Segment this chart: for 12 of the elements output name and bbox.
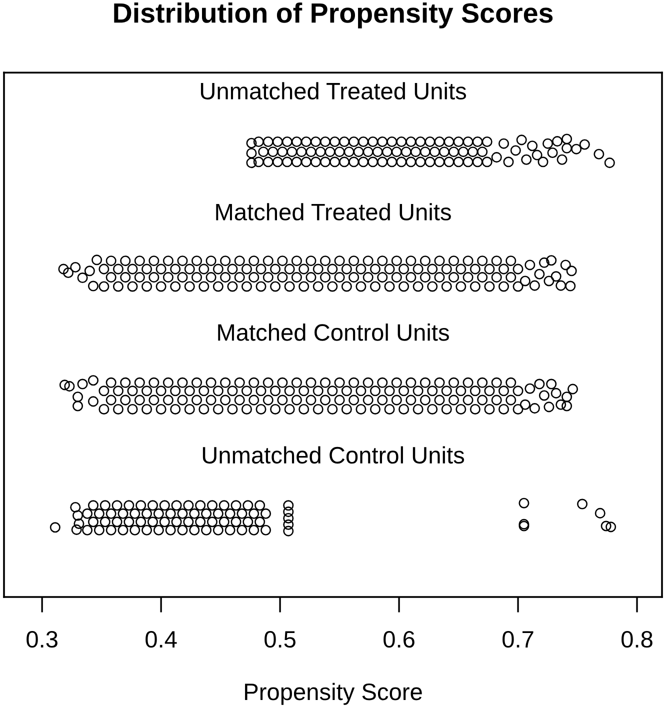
- x-axis-title: Propensity Score: [245, 682, 422, 705]
- x-tick-label: 0.6: [384, 630, 414, 648]
- x-tick-label: 0.3: [26, 630, 58, 648]
- x-tick-label: 0.7: [502, 630, 534, 648]
- series-label: Unmatched Treated Units: [200, 82, 466, 100]
- series-label: Unmatched Control Units: [202, 446, 464, 464]
- chart-title: Distribution of Propensity Scores: [114, 2, 553, 28]
- x-tick-label: 0.8: [622, 630, 652, 648]
- x-tick-label: 0.4: [146, 630, 177, 648]
- x-tick-label: 0.5: [264, 630, 296, 648]
- series-label: Matched Control Units: [218, 324, 449, 341]
- series-label: Matched Treated Units: [216, 203, 451, 220]
